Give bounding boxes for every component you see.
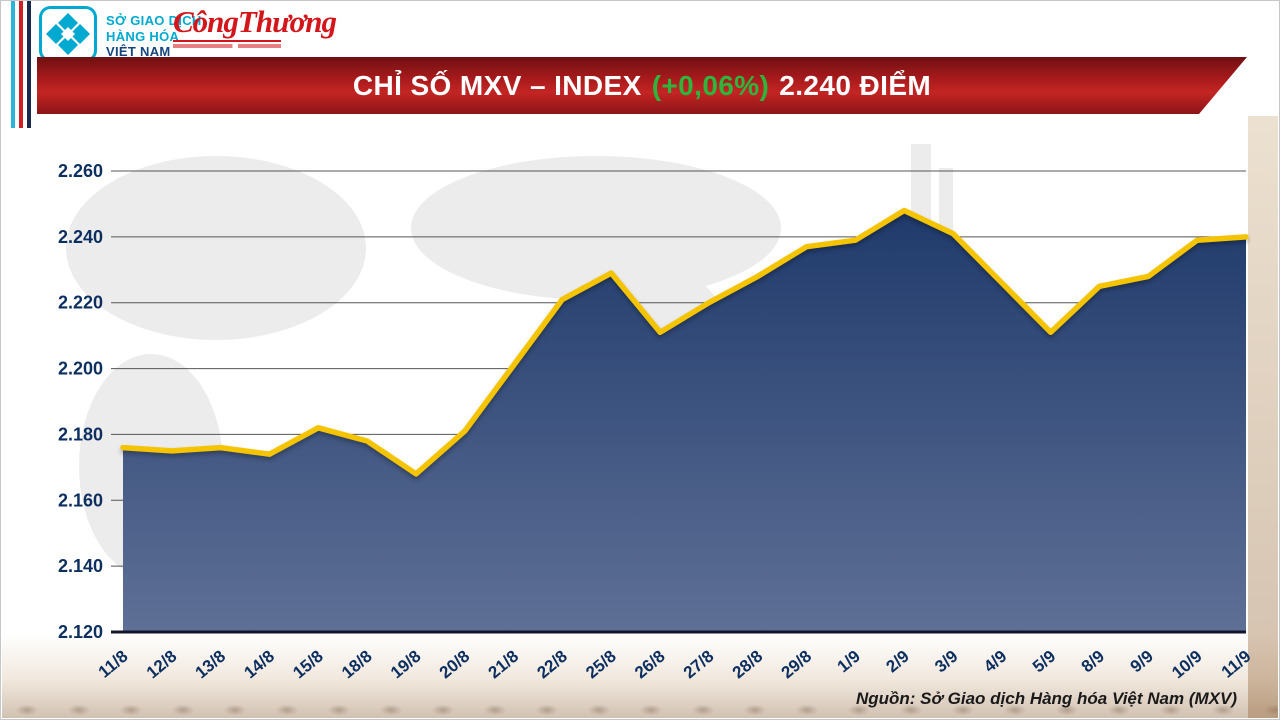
svg-text:11/8: 11/8 [95, 647, 132, 682]
mxv-index-chart: 2.120 2.140 2.160 2.180 2.200 2.220 2.240 2.260… [31, 136, 1255, 696]
title-change-badge: (+0,06%) [651, 69, 770, 101]
svg-text:20/8: 20/8 [436, 647, 474, 683]
svg-text:10/9: 10/9 [1168, 647, 1206, 683]
title-prefix: CHỈ SỐ MXV – INDEX [352, 69, 642, 101]
svg-text:2.220: 2.220 [58, 293, 103, 313]
congthuong-wordmark: CôngThương [173, 4, 337, 39]
photo-beans-edge [2, 700, 1278, 718]
svg-text:22/8: 22/8 [533, 647, 571, 683]
svg-text:2/9: 2/9 [882, 647, 912, 677]
accent-stripe-cyan [11, 1, 15, 128]
mxv-logo-line1: SỞ GIAO DỊCH [106, 13, 202, 29]
svg-text:2.180: 2.180 [58, 424, 103, 444]
svg-text:2.120: 2.120 [58, 622, 103, 642]
mxv-logo: SỞ GIAO DỊCH HÀNG HÓA VIỆT NAM [39, 6, 202, 67]
mxv-index-chart-svg: 2.120 2.140 2.160 2.180 2.200 2.220 2.240 2.260… [58, 144, 1255, 683]
svg-text:2.260: 2.260 [58, 161, 103, 181]
svg-text:2.140: 2.140 [58, 556, 103, 576]
svg-text:2.200: 2.200 [58, 359, 103, 379]
svg-text:21/8: 21/8 [485, 647, 523, 683]
svg-text:2.240: 2.240 [58, 227, 103, 247]
svg-text:12/8: 12/8 [143, 647, 181, 683]
svg-text:25/8: 25/8 [582, 647, 620, 683]
svg-text:15/8: 15/8 [289, 647, 327, 683]
congthuong-tagline-placeholder [173, 44, 281, 49]
svg-text:5/9: 5/9 [1029, 647, 1059, 677]
svg-text:9/9: 9/9 [1127, 647, 1157, 677]
mxv-logo-text: SỞ GIAO DỊCH HÀNG HÓA VIỆT NAM [106, 13, 202, 60]
accent-stripe-red [19, 1, 23, 128]
mxv-logo-line2: HÀNG HÓA [106, 28, 180, 44]
svg-text:28/8: 28/8 [729, 647, 767, 683]
svg-text:26/8: 26/8 [631, 647, 669, 683]
accent-stripe-navy [27, 1, 31, 128]
congthuong-logo: CôngThương [173, 4, 337, 49]
svg-text:27/8: 27/8 [680, 647, 718, 683]
photo-strip-right [1248, 116, 1278, 718]
mxv-logo-icon [39, 6, 97, 67]
svg-text:2.160: 2.160 [58, 490, 103, 510]
title-banner: CHỈ SỐ MXV – INDEX (+0,06%) 2.240 ĐIỂM [37, 57, 1247, 114]
svg-text:11/9: 11/9 [1218, 647, 1251, 682]
svg-text:19/8: 19/8 [387, 647, 425, 683]
mxv-logo-line3: VIỆT NAM [106, 44, 171, 60]
title-suffix: 2.240 ĐIỂM [779, 69, 932, 101]
page-title: CHỈ SỐ MXV – INDEX (+0,06%) 2.240 ĐIỂM [353, 70, 931, 102]
svg-text:8/9: 8/9 [1078, 647, 1108, 677]
svg-text:13/8: 13/8 [192, 647, 230, 683]
photo-strip-bottom [2, 633, 1278, 718]
svg-text:3/9: 3/9 [931, 647, 961, 677]
svg-text:1/9: 1/9 [834, 647, 864, 677]
source-credit: Nguồn: Sở Giao dịch Hàng hóa Việt Nam (M… [855, 689, 1237, 708]
congthuong-rule [173, 40, 281, 43]
svg-text:4/9: 4/9 [980, 647, 1010, 677]
svg-text:29/8: 29/8 [778, 647, 816, 683]
svg-text:14/8: 14/8 [240, 647, 278, 683]
svg-text:18/8: 18/8 [338, 647, 376, 683]
